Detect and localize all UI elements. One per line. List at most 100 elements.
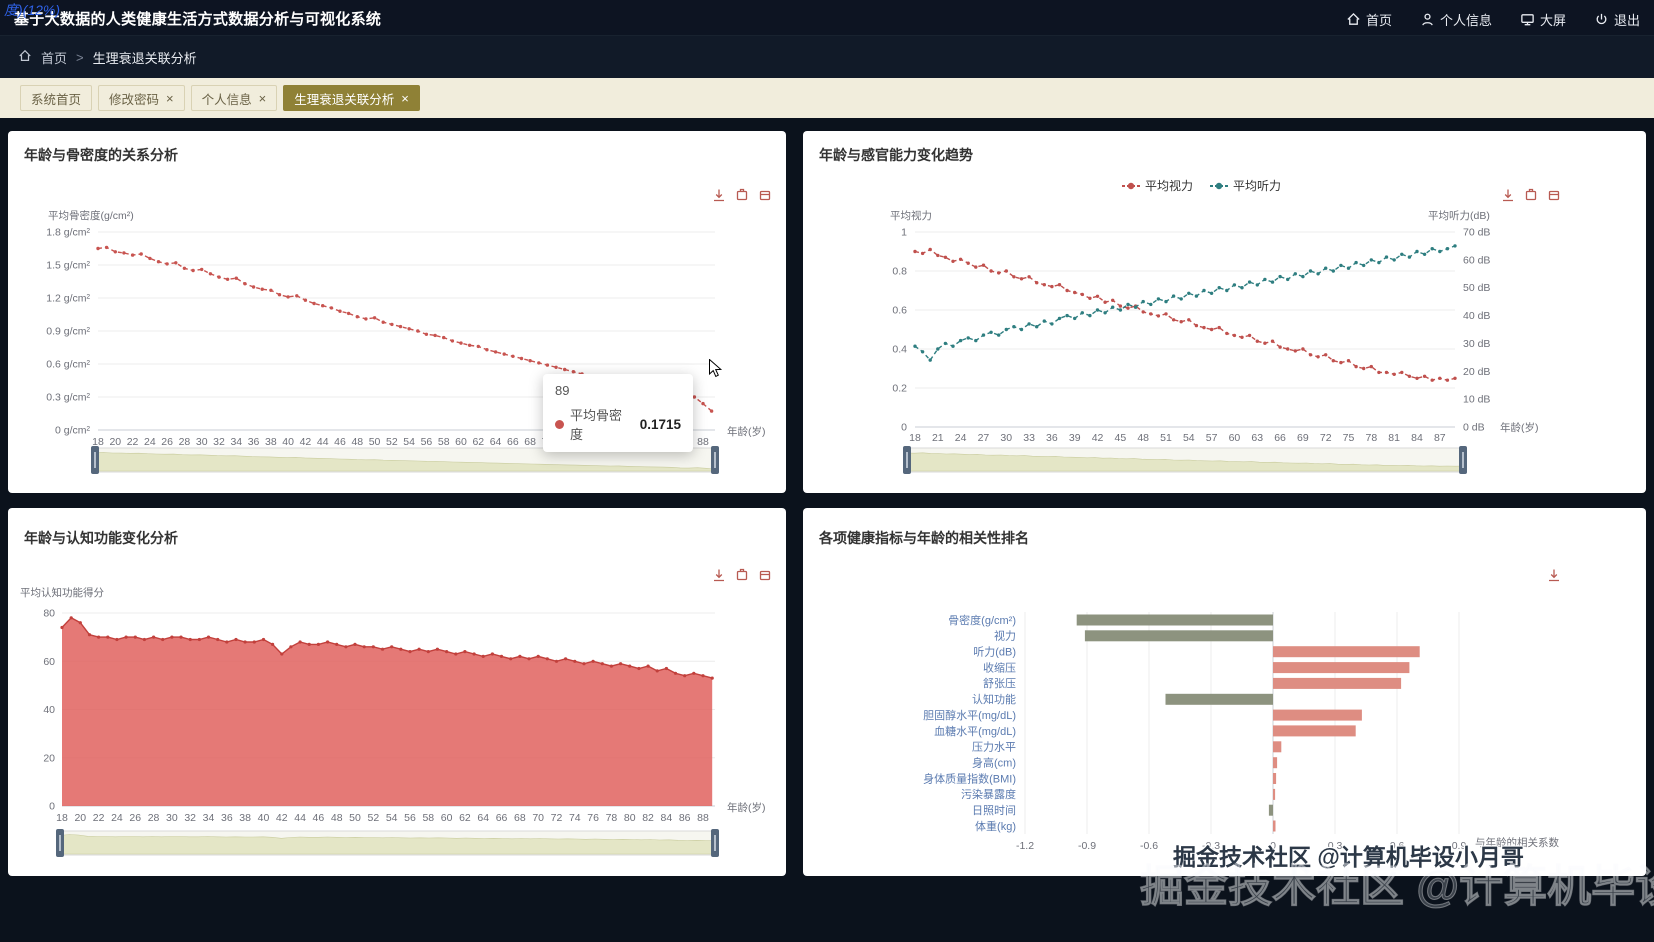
svg-text:-0.6: -0.6 — [1140, 840, 1158, 852]
svg-text:日照时间: 日照时间 — [972, 804, 1016, 817]
correlation-bar[interactable] — [1273, 725, 1356, 737]
datazoom-slider[interactable] — [91, 446, 719, 474]
svg-text:86: 86 — [679, 812, 691, 824]
svg-text:52: 52 — [367, 812, 379, 824]
tab-change-password[interactable]: 修改密码 × — [98, 85, 185, 111]
nav-profile[interactable]: 个人信息 — [1420, 10, 1492, 29]
svg-text:82: 82 — [642, 812, 654, 824]
svg-text:-0.9: -0.9 — [1078, 840, 1096, 852]
svg-text:18: 18 — [909, 432, 921, 444]
toolbox-restore-icon[interactable] — [1524, 188, 1538, 207]
svg-text:平均听力: 平均听力 — [1233, 179, 1281, 193]
tab-bar: 系统首页 修改密码 × 个人信息 × 生理衰退关联分析 × — [0, 78, 1654, 118]
toolbox-dataview-icon[interactable] — [1547, 188, 1561, 207]
toolbox-download-icon[interactable] — [712, 188, 726, 207]
svg-text:0: 0 — [901, 422, 907, 434]
datazoom-slider[interactable] — [56, 829, 719, 857]
correlation-bar[interactable] — [1273, 741, 1282, 753]
correlation-bar[interactable] — [1165, 693, 1274, 705]
svg-text:0.2: 0.2 — [892, 383, 907, 395]
svg-text:39: 39 — [1069, 432, 1081, 444]
breadcrumb: 首页 > 生理衰退关联分析 — [0, 36, 1654, 78]
correlation-chart[interactable]: -1.2 -0.9 -0.6 -0.3 0 0.3 0.6 0.9 骨密度(g/cm²) 视力听力… — [803, 508, 1646, 876]
watermark-text-large: 掘金技术社区 @计算机毕设小月哥 — [1139, 862, 1654, 912]
toolbox-download-icon[interactable] — [712, 568, 726, 587]
svg-text:1.8 g/cm²: 1.8 g/cm² — [46, 227, 90, 239]
correlation-bar[interactable] — [1273, 677, 1402, 689]
correlation-bar[interactable] — [1273, 757, 1278, 769]
correlation-bar[interactable] — [1273, 709, 1362, 721]
svg-text:60: 60 — [455, 436, 467, 448]
svg-text:66: 66 — [507, 436, 519, 448]
svg-text:80: 80 — [43, 608, 55, 620]
svg-text:24: 24 — [111, 812, 123, 824]
toolbox-download-icon[interactable] — [1501, 188, 1515, 207]
svg-text:38: 38 — [239, 812, 251, 824]
svg-text:42: 42 — [300, 436, 312, 448]
series-dot-icon — [555, 419, 564, 429]
svg-text:56: 56 — [404, 812, 416, 824]
svg-text:51: 51 — [1160, 432, 1172, 444]
close-tab-icon[interactable]: × — [166, 90, 174, 106]
vision-series[interactable] — [913, 247, 1457, 382]
nav-home[interactable]: 首页 — [1346, 10, 1392, 29]
correlation-bar[interactable] — [1273, 662, 1410, 674]
svg-text:32: 32 — [184, 812, 196, 824]
hearing-series[interactable] — [913, 244, 1457, 362]
toolbox-dataview-icon[interactable] — [758, 568, 772, 587]
close-tab-icon[interactable]: × — [258, 90, 267, 106]
correlation-bar[interactable] — [1084, 630, 1273, 642]
svg-text:45: 45 — [1115, 432, 1127, 444]
svg-text:0: 0 — [49, 801, 55, 813]
svg-text:20: 20 — [74, 812, 86, 824]
toolbox-restore-icon[interactable] — [735, 188, 749, 207]
svg-text:1: 1 — [901, 227, 907, 239]
toolbox-dataview-icon[interactable] — [758, 188, 772, 207]
svg-text:78: 78 — [606, 812, 618, 824]
svg-text:64: 64 — [490, 436, 502, 448]
toolbox-restore-icon[interactable] — [735, 568, 749, 587]
chart-title: 年龄与感官能力变化趋势 — [819, 147, 973, 163]
svg-text:年龄(岁): 年龄(岁) — [1500, 421, 1539, 434]
nav-bigscreen[interactable]: 大屏 — [1520, 10, 1566, 29]
breadcrumb-home[interactable]: 首页 — [41, 50, 68, 66]
svg-text:舒张压: 舒张压 — [983, 676, 1016, 690]
svg-text:87: 87 — [1434, 432, 1446, 444]
tab-personal-info[interactable]: 个人信息 × — [190, 85, 278, 111]
nav-logout[interactable]: 退出 — [1594, 10, 1640, 29]
svg-text:50: 50 — [369, 436, 381, 448]
correlation-bar[interactable] — [1273, 788, 1276, 800]
svg-text:50 dB: 50 dB — [1463, 282, 1490, 294]
svg-text:0.3: 0.3 — [1328, 840, 1343, 852]
svg-text:58: 58 — [438, 436, 450, 448]
home-icon[interactable] — [18, 49, 32, 66]
toolbox-download-icon[interactable] — [1547, 568, 1561, 587]
svg-text:0.6: 0.6 — [1390, 840, 1405, 852]
tab-physio-decline-analysis[interactable]: 生理衰退关联分析 × — [283, 85, 420, 111]
chart-toolbox — [1501, 188, 1561, 207]
correlation-bar[interactable] — [1273, 773, 1277, 784]
correlation-bar[interactable] — [1268, 804, 1273, 816]
svg-text:48: 48 — [331, 812, 343, 824]
home-icon — [1346, 12, 1361, 27]
clipped-overlay-text: 度)(12%) — [4, 2, 61, 18]
app-title: 基于大数据的人类健康生活方式数据分析与可视化系统 — [14, 11, 382, 28]
datazoom-slider[interactable] — [903, 446, 1467, 474]
svg-text:平均骨密度(g/cm²): 平均骨密度(g/cm²) — [48, 209, 134, 222]
legend[interactable]: 平均视力 平均听力 — [1122, 178, 1281, 193]
nav-home-label: 首页 — [1365, 13, 1392, 28]
cognitive-series[interactable] — [60, 616, 714, 806]
top-header: 基于大数据的人类健康生活方式数据分析与可视化系统 首页 个人信息 大屏 退出 — [0, 0, 1654, 36]
svg-text:20: 20 — [43, 752, 55, 764]
close-tab-icon[interactable]: × — [401, 90, 409, 106]
correlation-bar[interactable] — [1273, 646, 1420, 658]
correlation-bar[interactable] — [1273, 820, 1276, 832]
cognitive-chart[interactable]: 0 20 40 60 80 18 20 22 24 26 28 30 32 34 36 38 40 42 44 46 4… — [8, 508, 786, 876]
svg-text:22: 22 — [93, 812, 105, 824]
tab-system-home[interactable]: 系统首页 — [20, 85, 93, 111]
svg-text:22: 22 — [127, 436, 139, 448]
svg-text:1.2 g/cm²: 1.2 g/cm² — [46, 293, 90, 305]
correlation-bar[interactable] — [1076, 614, 1273, 626]
